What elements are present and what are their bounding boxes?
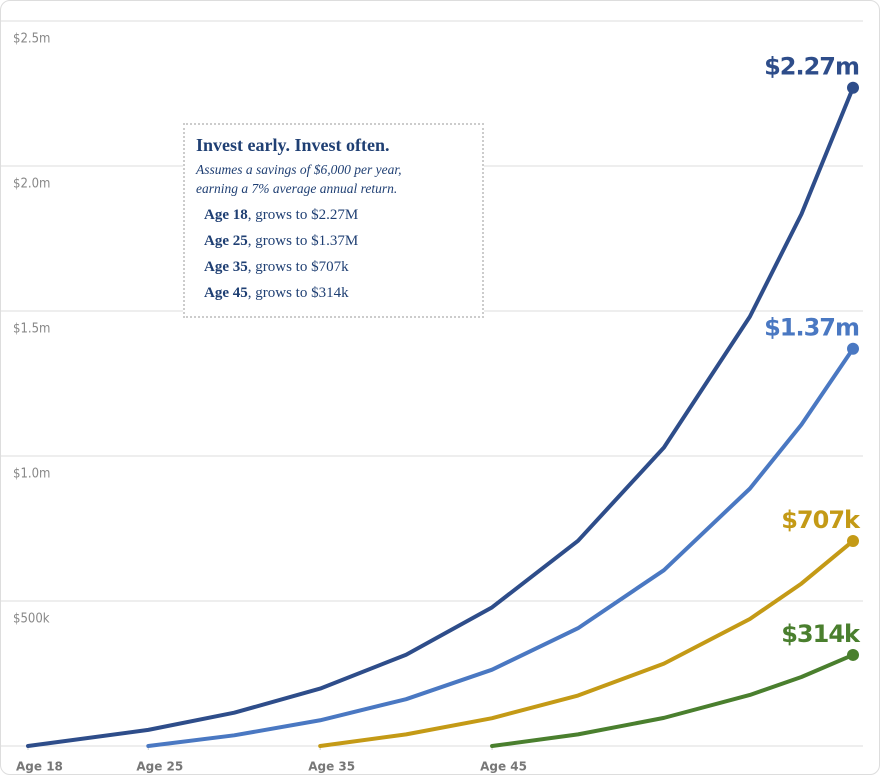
annotation-subtitle: Assumes a savings of $6,000 per year, <box>196 162 402 177</box>
annotation-item-text: , grows to $314k <box>247 285 349 301</box>
end-label: $707k <box>781 506 861 534</box>
annotation-box: Invest early. Invest often. Assumes a sa… <box>183 123 484 318</box>
annotation-item-text: , grows to $1.37M <box>247 233 359 249</box>
annotation-items: Age 18, grows to $2.27M Age 25, grows to … <box>196 207 472 302</box>
end-point <box>847 648 859 661</box>
annotation-item: Age 25, grows to $1.37M <box>204 233 472 250</box>
y-tick-label: $2.5m <box>13 32 50 47</box>
y-tick-label: $500k <box>13 612 50 627</box>
x-tick-label: Age 18 <box>16 760 63 774</box>
annotation-item-lead: Age 18 <box>204 207 248 223</box>
series-line <box>318 538 855 748</box>
annotation-item: Age 45, grows to $314k <box>204 285 472 302</box>
x-tick-label: Age 25 <box>136 760 183 774</box>
annotation-item-text: , grows to $2.27M <box>247 207 359 223</box>
annotation-item-lead: Age 35 <box>204 259 248 275</box>
end-point <box>847 342 859 355</box>
y-tick-label: $2.0m <box>13 177 50 192</box>
end-label: $2.27m <box>764 53 859 81</box>
end-label: $314k <box>781 620 861 648</box>
x-tick-label: Age 35 <box>308 760 355 774</box>
end-point <box>847 81 859 94</box>
series-line <box>490 652 855 748</box>
annotation-item: Age 35, grows to $707k <box>204 259 472 276</box>
end-point <box>847 534 859 547</box>
annotation-item-lead: Age 25 <box>204 233 248 249</box>
annotation-item: Age 18, grows to $2.27M <box>204 207 472 224</box>
annotation-item-lead: Age 45 <box>204 285 248 301</box>
annotation-title: Invest early. Invest often. <box>196 135 390 155</box>
series-line <box>146 346 855 748</box>
y-tick-label: $1.0m <box>13 467 50 482</box>
annotation-subtitle: earning a 7% average annual return. <box>196 181 398 196</box>
series-line <box>26 85 855 748</box>
end-label: $1.37m <box>764 314 859 342</box>
y-tick-label: $1.5m <box>13 322 50 337</box>
x-tick-label: Age 45 <box>480 760 527 774</box>
annotation-item-text: , grows to $707k <box>247 259 349 275</box>
